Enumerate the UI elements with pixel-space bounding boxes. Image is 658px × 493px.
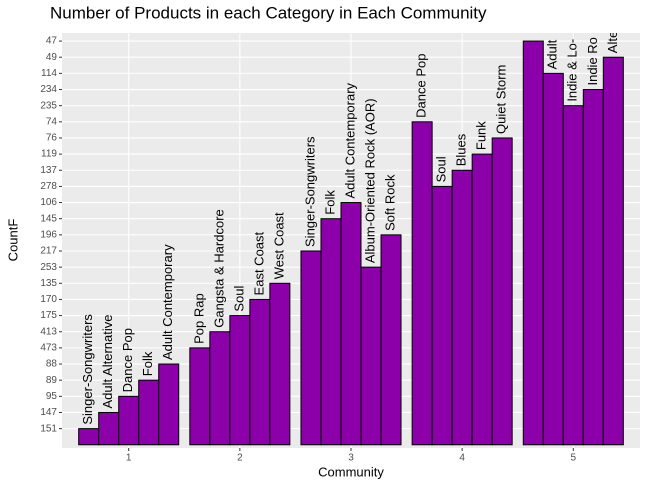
bar-label: Indie Ro (585, 37, 600, 85)
y-tick-label: 170 (40, 294, 57, 305)
bar (471, 153, 493, 446)
bar-label: Singer-Songwriters (302, 136, 317, 247)
bar-label: Soul (231, 285, 246, 311)
bar (78, 428, 100, 446)
bar (360, 266, 382, 446)
y-tick-label: 114 (41, 68, 57, 79)
y-tick-label: 217 (40, 246, 57, 257)
bar-label: Singer-Songwriters (80, 314, 95, 425)
bar-label: Alte (605, 31, 620, 53)
y-axis-title: CountF (5, 219, 20, 262)
y-tick-label: 47 (46, 36, 58, 47)
bar (138, 379, 160, 446)
bar (300, 250, 322, 446)
bar (340, 202, 362, 446)
y-tick-label: 137 (40, 165, 57, 176)
bar-label: West Coast (271, 212, 286, 279)
y-tick-label: 74 (46, 116, 58, 127)
y-tick-label: 135 (40, 278, 57, 289)
y-tick-label: 145 (40, 213, 57, 224)
bar (320, 218, 342, 446)
y-tick-label: 413 (40, 326, 57, 337)
bar-label: Album-Oriented Rock (AOR) (362, 98, 377, 263)
y-tick-label: 278 (40, 181, 57, 192)
bar (431, 185, 453, 446)
bar (562, 105, 584, 446)
bar-label: East Coast (251, 231, 266, 295)
bar (269, 282, 291, 446)
y-tick-label: 473 (40, 343, 57, 354)
bar (98, 411, 120, 446)
bar-label: Adult Alternative (100, 315, 115, 409)
y-tick-label: 88 (46, 359, 58, 370)
bar-label: Pop Rap (191, 293, 206, 344)
bar (158, 363, 180, 446)
y-tick-label: 76 (46, 133, 58, 144)
x-tick-label: 1 (126, 453, 132, 464)
bar (411, 121, 433, 446)
bar-label: Quiet Storm (494, 65, 509, 134)
bar-label: Soft Rock (382, 174, 397, 231)
bar (189, 347, 211, 446)
x-tick-label: 5 (571, 453, 577, 464)
bar-label: Adult Contemporary (342, 82, 357, 198)
y-tick-label: 234 (40, 84, 57, 95)
bar (491, 137, 513, 446)
y-tick-label: 175 (40, 310, 57, 321)
y-tick-label: 253 (40, 262, 57, 273)
y-tick-label: 119 (41, 149, 57, 160)
bar (582, 89, 604, 446)
x-tick-label: 3 (348, 453, 354, 464)
y-tick-label: 95 (46, 391, 58, 402)
x-tick-label: 2 (237, 453, 243, 464)
y-tick-label: 235 (40, 100, 57, 111)
bar (451, 169, 473, 446)
bar (602, 56, 624, 446)
y-tick-label: 147 (40, 407, 57, 418)
bar (249, 298, 271, 446)
bar-label: Indie & Lo- (565, 39, 580, 102)
bar-label: Adult Contemporary (160, 244, 175, 360)
x-axis-title: Community (318, 464, 384, 479)
y-tick-label: 196 (40, 229, 57, 240)
bar-label: Blues (454, 133, 469, 166)
bar-label: Soul (434, 156, 449, 182)
bar-label: Dance Pop (414, 53, 429, 117)
y-tick-label: 49 (46, 52, 58, 63)
bar (542, 72, 564, 446)
bar (209, 331, 231, 446)
bar (522, 40, 544, 446)
y-tick-label: 89 (46, 375, 58, 386)
bar (229, 315, 251, 446)
bar (118, 395, 140, 446)
y-tick-label: 151 (40, 423, 57, 434)
bar-label: Adult (545, 39, 560, 69)
bar-label: Folk (322, 190, 337, 215)
bar-label: Funk (474, 121, 489, 150)
bar-label: Folk (140, 351, 155, 376)
chart-title: Number of Products in each Category in E… (50, 3, 487, 22)
y-tick-label: 106 (40, 197, 57, 208)
x-tick-label: 4 (459, 453, 465, 464)
bar (380, 234, 402, 446)
bar-label: Dance Pop (120, 328, 135, 392)
bar-label: Gangsta & Hardcore (211, 209, 226, 328)
